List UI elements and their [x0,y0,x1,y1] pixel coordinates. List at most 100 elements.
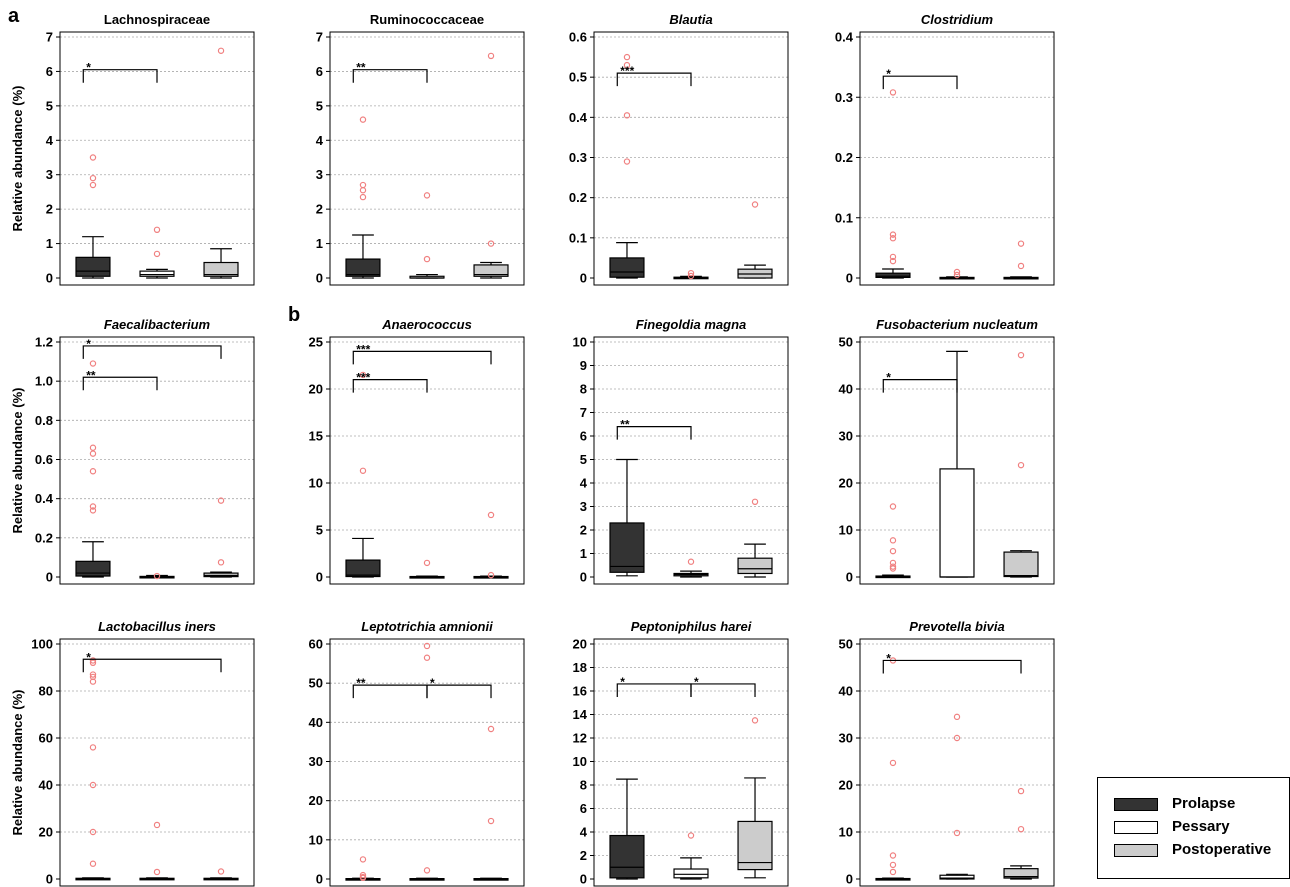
box-prolapse [345,559,381,578]
outlier-point [687,269,695,277]
y-tick-label: 0 [316,271,323,286]
y-tick-label: 60 [39,731,53,746]
outlier-point [153,226,161,233]
y-tick-label: 10 [573,754,587,769]
chart-panel-11: Prevotella bivia 0 10 20 30 40 50 * [839,619,1055,887]
outlier-point [953,268,961,276]
y-axis-label: Relative abundance (%) [10,86,25,232]
y-tick-label: 2 [316,202,323,217]
outlier-point [687,832,695,839]
y-tick-label: 3 [46,167,53,182]
significance-bracket [82,69,158,83]
outlier-point [1017,461,1025,469]
outlier-point [953,734,961,742]
y-tick-label: 0.6 [569,30,587,45]
y-tick-label: 9 [580,358,587,373]
significance-label: ** [356,676,366,690]
outlier-point [89,657,97,664]
y-tick-label: 20 [839,476,853,491]
significance-label: * [620,675,625,689]
y-tick-label: 0.8 [35,413,53,428]
outlier-point [1017,825,1025,833]
y-tick-label: 25 [309,335,323,350]
outlier-point [423,192,431,199]
significance-label: *** [620,64,634,78]
outlier-point [889,868,897,876]
box-postoperative [203,261,239,277]
y-tick-label: 0.4 [569,110,588,125]
y-tick-label: 0 [46,872,53,887]
significance-bracket [690,683,756,697]
outlier-point [217,868,225,875]
outlier-point [359,371,367,379]
y-tick-label: 10 [309,832,323,847]
y-tick-label: 8 [580,382,587,397]
outlier-point [89,678,97,685]
y-axis-label: Relative abundance (%) [10,690,25,836]
outlier-point [687,558,695,565]
y-tick-label: 5 [580,452,587,467]
outlier-point [89,659,97,667]
y-tick-label: 0.1 [835,210,853,225]
significance-label: * [694,675,699,689]
plot-frame [859,638,1055,887]
outlier-point [89,671,97,678]
y-tick-label: 7 [316,30,323,45]
plot-frame [59,31,255,286]
outlier-point [89,360,97,367]
y-tick-label: 20 [573,637,587,652]
outlier-point [359,181,367,189]
outlier-point [217,497,225,504]
outlier-point [89,450,97,457]
outlier-point [889,759,897,767]
y-tick-label: 20 [39,825,53,840]
y-tick-label: 15 [309,429,323,444]
significance-label: *** [356,371,370,385]
outlier-point [487,571,495,579]
y-tick-label: 30 [309,754,323,769]
outlier-point [687,272,695,280]
y-tick-label: 20 [309,382,323,397]
outlier-point [889,253,897,261]
y-tick-label: 7 [580,405,587,420]
outlier-point [359,874,367,882]
y-tick-label: 14 [573,707,588,722]
chart-title: Lachnospiraceae [104,12,210,27]
significance-label: * [86,61,91,75]
outlier-point [889,537,897,544]
y-tick-label: 0.4 [835,30,854,45]
plot-frame [859,31,1055,286]
outlier-point [89,174,97,182]
outlier-point [423,642,431,650]
outlier-point [889,861,897,869]
box-prolapse [75,560,111,577]
chart-title: Leptotrichia amnionii [361,619,493,634]
chart-panel-1: Ruminococcaceae 0 1 2 3 4 5 6 7 ** [316,12,525,286]
legend-label-postoperative: Postoperative [1172,841,1272,858]
outlier-point [89,181,97,189]
panel-label-a: a [8,5,20,27]
outlier-point [153,868,161,876]
y-tick-label: 30 [839,731,853,746]
legend-swatch-prolapse [1114,798,1158,811]
box-prolapse [75,256,111,277]
y-tick-label: 2 [46,202,53,217]
outlier-point [89,468,97,475]
box-prolapse [609,834,645,879]
box-pessary [139,270,175,277]
y-tick-label: 2 [580,523,587,538]
y-tick-label: 1 [580,546,587,561]
outlier-point [89,503,97,510]
y-axis-label: Relative abundance (%) [10,388,25,534]
y-tick-label: 10 [839,825,853,840]
outlier-point [359,467,367,474]
plot-frame [859,336,1055,585]
legend-swatch-postoperative [1114,844,1158,857]
outlier-point [359,187,367,194]
chart-panel-3: Clostridium 0 0.1 0.2 0.3 0.4 * [835,12,1055,286]
chart-panel-10: Peptoniphilus harei 0 2 4 6 8 10 12 14 16 18 20 * * [573,619,789,887]
chart-title: Lactobacillus iners [98,619,216,634]
box-postoperative [737,557,773,575]
plot-frame [593,31,789,286]
y-tick-label: 40 [839,684,853,699]
